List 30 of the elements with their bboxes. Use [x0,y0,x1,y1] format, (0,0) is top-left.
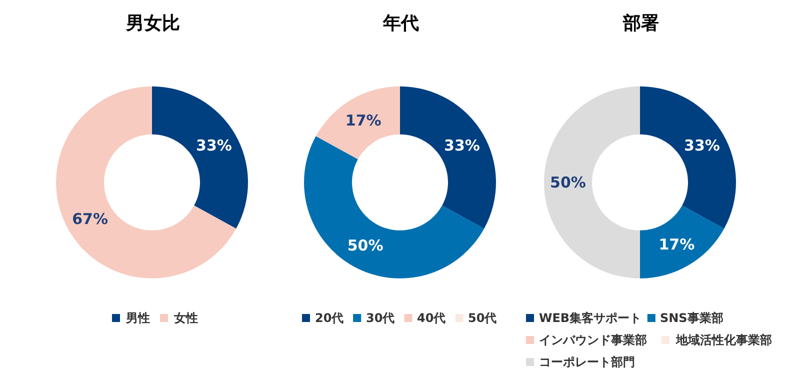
legend-label: 20代 [315,311,344,325]
legend-label: 女性 [173,311,198,325]
donut-slice [152,86,248,229]
donut-slice [640,86,736,229]
data-label: 33% [444,136,480,155]
donut-slice [56,86,236,278]
donut-slice [640,206,724,278]
legend-label: 地域活性化事業部 [675,333,772,347]
data-label: 17% [345,111,382,130]
data-label: 50% [550,173,586,192]
donut-slice [400,86,496,229]
legend-label: SNS事業部 [660,311,724,325]
data-label: 67% [72,210,108,228]
donut-slice [304,136,484,278]
legend-label: 50代 [468,311,497,325]
chart-title: 男女比 [125,13,180,34]
data-label: 17% [658,235,695,254]
legend-label: WEB集客サポート [539,311,642,325]
donut-slice [544,86,640,278]
data-label: 33% [196,136,232,155]
data-label: 50% [347,236,384,254]
legend-label: 30代 [366,311,395,325]
legend-label: コーポレート部門 [539,355,635,369]
donut-slice [316,86,400,160]
legend-label: 男性 [125,311,150,325]
data-label: 33% [684,136,720,155]
chart-title: 部署 [622,13,659,34]
legend-label: インバウンド事業部 [539,333,647,347]
legend-label: 40代 [417,311,446,325]
chart-title: 年代 [382,13,419,34]
